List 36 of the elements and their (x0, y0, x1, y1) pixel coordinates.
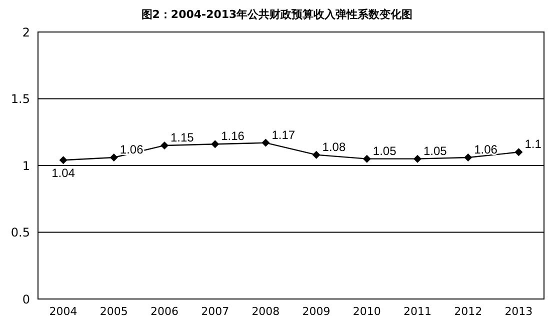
x-tick-label: 2007 (201, 304, 230, 318)
x-tick-label: 2011 (404, 304, 432, 318)
x-tick-label: 2004 (49, 304, 78, 318)
data-label: 1.08 (322, 140, 346, 154)
y-tick-label: 0.5 (10, 226, 30, 240)
x-tick-label: 2010 (352, 304, 381, 318)
point (211, 140, 220, 148)
point (312, 150, 320, 159)
data-label: 1.06 (120, 142, 144, 156)
y-tick-label: 1 (22, 158, 30, 173)
point (59, 156, 68, 164)
x-tick-label: 2008 (252, 304, 280, 318)
data-label: 1.04 (52, 166, 76, 180)
y-tick-label: 0 (22, 292, 30, 306)
x-tick-label: 2006 (150, 304, 178, 318)
data-label: 1.06 (474, 142, 498, 156)
data-label: 1.05 (424, 144, 448, 158)
point (414, 154, 422, 163)
chart-title: 图2：2004-2013年公共财政预算收入弹性系数变化图 (140, 8, 414, 22)
data-label: 1.05 (372, 144, 397, 158)
data-label: 1.1 (524, 137, 542, 152)
x-tick-label: 2013 (504, 304, 533, 318)
data-label: 1.15 (170, 130, 194, 144)
point (160, 141, 168, 150)
x-tick-label: 2009 (302, 304, 330, 318)
point (514, 148, 523, 156)
point (110, 153, 118, 162)
x-tick-label: 2005 (100, 304, 128, 318)
point (262, 138, 270, 147)
data-label: 1.17 (272, 128, 296, 142)
point (362, 154, 371, 163)
y-tick-label: 2 (22, 25, 30, 40)
point (464, 153, 472, 162)
data-label: 1.16 (221, 129, 245, 144)
x-tick-label: 2012 (454, 304, 482, 318)
y-tick-label: 1.5 (10, 92, 30, 106)
